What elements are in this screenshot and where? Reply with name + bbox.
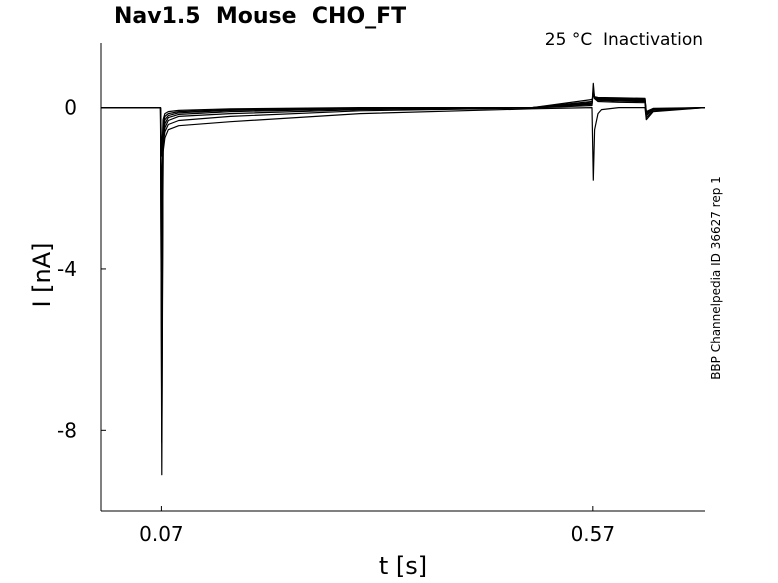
current-trace-1 xyxy=(101,106,706,476)
x-tick-label: 0.57 xyxy=(571,522,616,546)
y-tick-label: -4 xyxy=(57,257,77,281)
source-label: BBP Channelpedia ID 36627 rep 1 xyxy=(709,176,723,380)
y-tick-label: 0 xyxy=(64,96,77,120)
ticks-layer: 0 -4 -8 0.07 0.57 xyxy=(57,96,615,546)
x-axis-label: t [s] xyxy=(378,552,428,580)
current-trace-2 xyxy=(101,82,706,443)
current-trace-7 xyxy=(101,94,706,157)
axes-layer xyxy=(100,43,705,512)
current-trace-6 xyxy=(101,93,706,209)
y-tick-label: -8 xyxy=(57,418,77,442)
current-trace-3 xyxy=(101,88,706,391)
y-axis-label: I [nA] xyxy=(28,242,56,308)
series-layer xyxy=(101,82,706,476)
chart-title: Nav1.5 Mouse CHO_FT xyxy=(114,4,407,29)
x-tick-label: 0.07 xyxy=(139,522,184,546)
current-trace-4 xyxy=(101,90,706,330)
chart-subtitle: 25 °C Inactivation xyxy=(544,30,703,50)
